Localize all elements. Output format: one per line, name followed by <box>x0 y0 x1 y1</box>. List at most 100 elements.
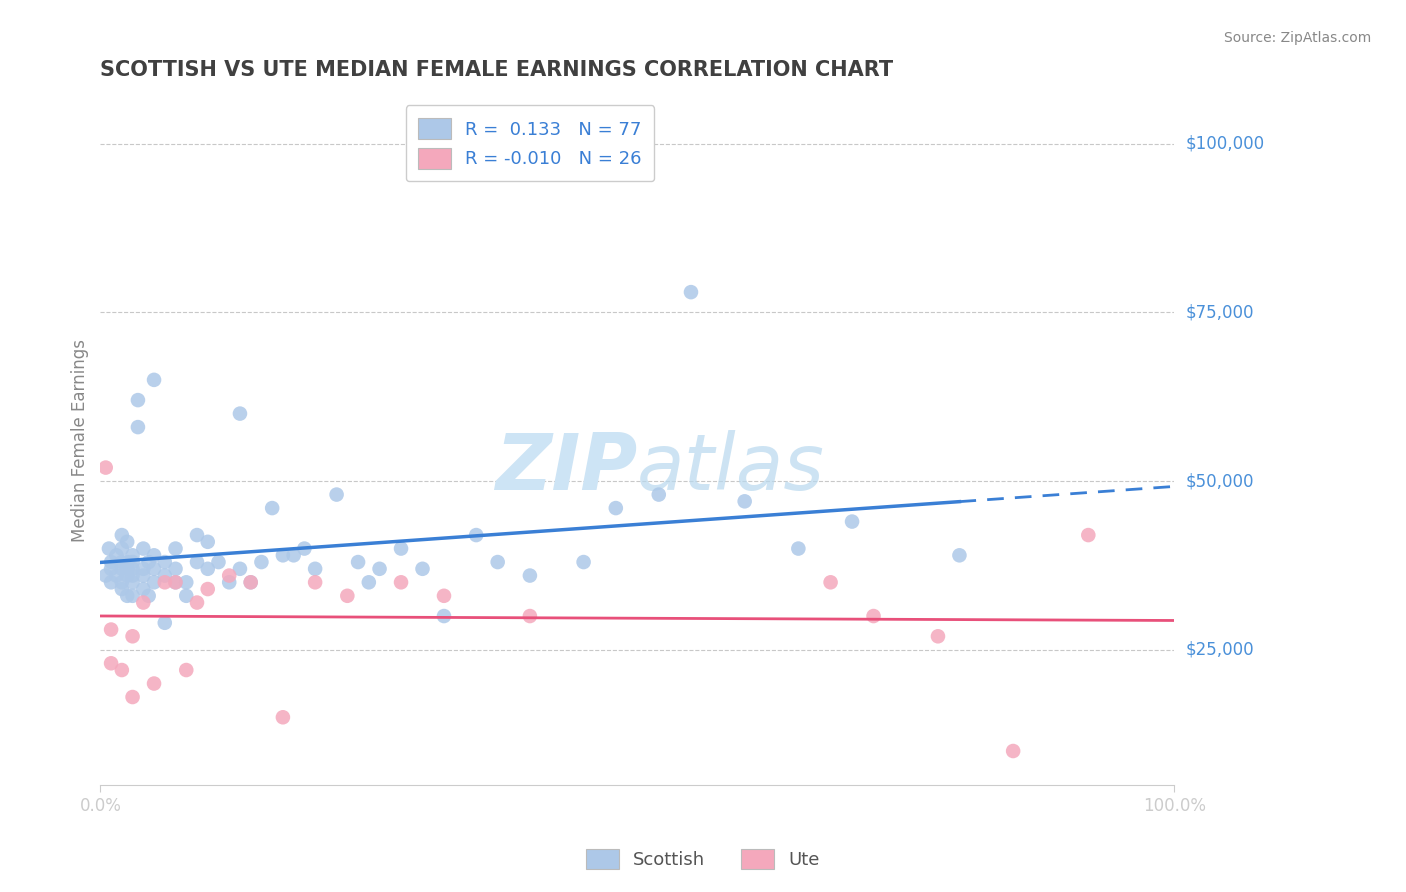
Point <box>127 393 149 408</box>
Point <box>292 541 315 556</box>
Point <box>153 575 176 590</box>
Point <box>412 562 434 576</box>
Point <box>1077 528 1099 542</box>
Point <box>121 629 143 643</box>
Point <box>121 562 143 576</box>
Point <box>132 541 155 556</box>
Text: Source: ZipAtlas.com: Source: ZipAtlas.com <box>1223 31 1371 45</box>
Point <box>100 555 122 569</box>
Point <box>121 555 143 569</box>
Point <box>862 609 884 624</box>
Point <box>111 575 134 590</box>
Point <box>186 596 208 610</box>
Point <box>111 555 134 569</box>
Y-axis label: Median Female Earnings: Median Female Earnings <box>72 339 89 542</box>
Point <box>186 528 208 542</box>
Point <box>229 562 252 576</box>
Point <box>153 555 176 569</box>
Point <box>111 582 134 596</box>
Point <box>197 534 219 549</box>
Point <box>304 562 326 576</box>
Point <box>357 575 380 590</box>
Point <box>105 568 128 582</box>
Point <box>115 555 138 569</box>
Point <box>197 582 219 596</box>
Point <box>94 568 117 582</box>
Point <box>111 663 134 677</box>
Point <box>197 562 219 576</box>
Point <box>121 589 143 603</box>
Point <box>132 562 155 576</box>
Point <box>100 575 122 590</box>
Point <box>121 575 143 590</box>
Point <box>100 562 122 576</box>
Point <box>336 589 359 603</box>
Point <box>368 562 391 576</box>
Point <box>218 575 240 590</box>
Point <box>111 562 134 576</box>
Point <box>433 589 456 603</box>
Point <box>165 575 187 590</box>
Point <box>679 285 702 300</box>
Point <box>127 420 149 434</box>
Point <box>143 575 166 590</box>
Point <box>262 501 284 516</box>
Point <box>111 541 134 556</box>
Point <box>271 549 294 563</box>
Point <box>174 575 197 590</box>
Point <box>389 575 412 590</box>
Point <box>97 541 120 556</box>
Point <box>207 555 229 569</box>
Point <box>165 575 187 590</box>
Point <box>841 515 863 529</box>
Point <box>121 568 143 582</box>
Legend: Scottish, Ute: Scottish, Ute <box>578 839 828 879</box>
Point <box>519 568 541 582</box>
Point <box>734 494 756 508</box>
Point <box>271 710 294 724</box>
Point <box>143 549 166 563</box>
Text: $25,000: $25,000 <box>1185 640 1254 659</box>
Point <box>165 541 187 556</box>
Point <box>132 596 155 610</box>
Point <box>121 549 143 563</box>
Point <box>186 555 208 569</box>
Text: $100,000: $100,000 <box>1185 135 1264 153</box>
Point <box>174 663 197 677</box>
Point <box>115 568 138 582</box>
Point <box>94 460 117 475</box>
Point <box>218 568 240 582</box>
Point <box>948 549 970 563</box>
Point <box>143 373 166 387</box>
Text: $50,000: $50,000 <box>1185 472 1254 490</box>
Point <box>239 575 262 590</box>
Point <box>132 582 155 596</box>
Point <box>100 657 122 671</box>
Point <box>115 534 138 549</box>
Point <box>115 562 138 576</box>
Point <box>105 549 128 563</box>
Point <box>927 629 949 643</box>
Point <box>820 575 842 590</box>
Point <box>121 690 143 704</box>
Point <box>389 541 412 556</box>
Point <box>465 528 488 542</box>
Point <box>250 555 273 569</box>
Text: atlas: atlas <box>637 430 825 506</box>
Point <box>304 575 326 590</box>
Text: SCOTTISH VS UTE MEDIAN FEMALE EARNINGS CORRELATION CHART: SCOTTISH VS UTE MEDIAN FEMALE EARNINGS C… <box>100 60 893 79</box>
Legend: R =  0.133   N = 77, R = -0.010   N = 26: R = 0.133 N = 77, R = -0.010 N = 26 <box>405 105 654 181</box>
Point <box>486 555 509 569</box>
Point <box>132 568 155 582</box>
Point <box>433 609 456 624</box>
Point <box>138 589 160 603</box>
Point <box>153 615 176 630</box>
Point <box>1002 744 1025 758</box>
Point <box>115 589 138 603</box>
Point <box>153 568 176 582</box>
Text: ZIP: ZIP <box>495 430 637 506</box>
Point <box>138 555 160 569</box>
Point <box>283 549 305 563</box>
Point <box>648 487 671 501</box>
Point <box>174 589 197 603</box>
